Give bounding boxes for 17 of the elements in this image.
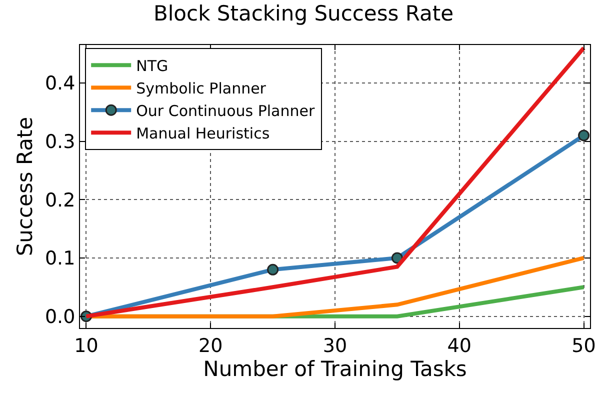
legend-label: NTG bbox=[136, 56, 168, 75]
y-tick-label: 0.1 bbox=[44, 248, 76, 270]
y-tick-label: 0.0 bbox=[44, 306, 76, 328]
legend-label: Manual Heuristics bbox=[136, 124, 270, 142]
y-tick-label: 0.2 bbox=[44, 189, 76, 212]
chart-title: Block Stacking Success Rate bbox=[153, 2, 454, 26]
y-tick-label: 0.3 bbox=[44, 130, 76, 153]
x-axis-title: Number of Training Tasks bbox=[203, 356, 467, 381]
x-tick-label: 50 bbox=[572, 334, 596, 357]
x-tick-label: 10 bbox=[74, 334, 98, 357]
x-tick-label: 40 bbox=[447, 334, 472, 357]
legend-label: Symbolic Planner bbox=[136, 79, 267, 98]
x-tick-label: 30 bbox=[322, 334, 348, 357]
x-tick-label: 20 bbox=[198, 334, 223, 357]
y-axis-title: Success Rate bbox=[13, 116, 38, 256]
legend-label: Our Continuous Planner bbox=[136, 102, 316, 120]
y-tick-label: 0.4 bbox=[44, 72, 76, 95]
